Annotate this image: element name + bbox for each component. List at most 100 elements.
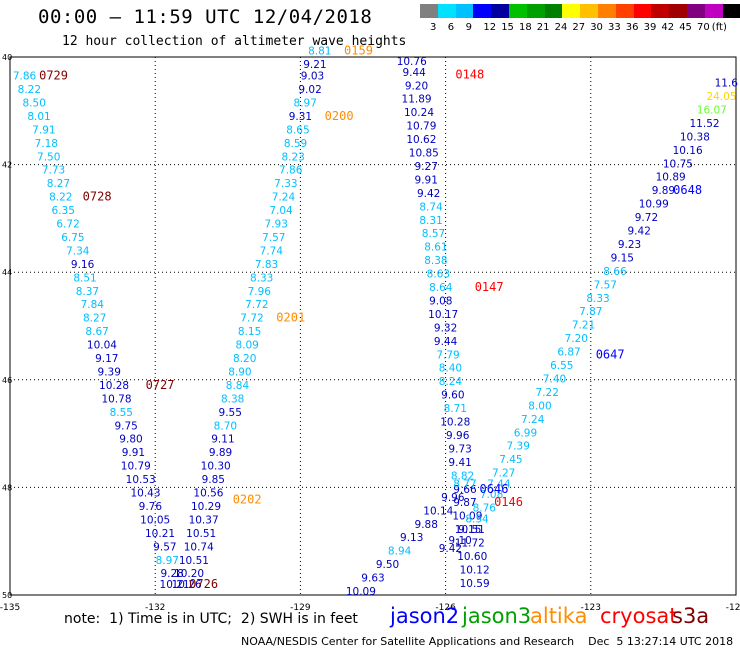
wave-height-value: 24.05 — [706, 91, 736, 103]
color-scale-label: 18 — [519, 22, 532, 33]
wave-height-value: 10.14 — [423, 505, 453, 517]
wave-height-value: 9.91 — [415, 174, 438, 186]
pass-time-label: 0727 — [146, 378, 175, 392]
wave-height-value: 10.75 — [663, 158, 693, 170]
wave-height-value: 9.08 — [429, 295, 452, 307]
wave-height-value: 8.97 — [294, 97, 317, 109]
pass-time-label: 0202 — [233, 493, 262, 507]
wave-height-value: 7.22 — [536, 387, 559, 399]
wave-height-value: 7.91 — [32, 124, 55, 136]
color-scale-swatch — [526, 4, 545, 18]
wave-height-value: 8.23 — [281, 151, 304, 163]
wave-height-value: 8.81 — [308, 45, 331, 57]
wave-height-value: 9.96 — [446, 430, 470, 442]
credit-line: NOAA/NESDIS Center for Satellite Applica… — [241, 635, 734, 648]
wave-height-value: 9.13 — [400, 532, 423, 544]
color-scale-bar — [420, 4, 740, 18]
wave-height-value: 10.09 — [346, 586, 376, 598]
wave-height-value: 10.78 — [101, 393, 131, 405]
color-scale-label: 39 — [643, 22, 657, 33]
pass-time-label: 0147 — [475, 280, 504, 294]
wave-height-value: 8.94 — [388, 546, 412, 558]
wave-height-value: 10.09 — [452, 511, 482, 523]
wave-height-value: 7.84 — [81, 299, 105, 311]
wave-height-value: 9.55 — [219, 407, 242, 419]
color-scale-label: 24 — [554, 22, 568, 33]
wave-height-value: 8.40 — [439, 363, 462, 375]
wave-height-value: 10.24 — [404, 107, 434, 119]
color-scale-swatch — [722, 4, 740, 18]
wave-height-value: 8.77 — [453, 478, 476, 490]
wave-height-value: 9.96 — [441, 492, 465, 504]
wave-height-value: 7.27 — [492, 468, 515, 480]
wave-height-value: 8.66 — [603, 266, 627, 278]
wave-height-value: 9.85 — [202, 474, 225, 486]
lon-tick-label: -132 — [145, 603, 165, 613]
wave-height-value: 8.09 — [235, 340, 258, 352]
wave-height-value: 8.84 — [226, 380, 250, 392]
wave-height-value: 6.99 — [514, 427, 537, 439]
wave-height-value: 7.87 — [579, 306, 602, 318]
wave-height-value: 10.89 — [656, 172, 686, 184]
wave-height-value: 8.37 — [76, 286, 99, 298]
wave-height-value: 8.61 — [424, 242, 447, 254]
wave-height-value: 7.44 — [487, 478, 511, 490]
legend-s3a: s3a — [672, 604, 710, 628]
wave-height-value: 8.38 — [424, 255, 447, 267]
wave-height-value: 9.73 — [448, 443, 471, 455]
wave-height-value: 8.55 — [110, 407, 133, 419]
wave-height-value: 9.23 — [618, 239, 641, 251]
wave-height-value: 10.38 — [680, 131, 710, 143]
color-scale-label: 12 — [483, 22, 497, 33]
map-title: 00:00 – 11:59 UTC 12/04/2018 — [38, 6, 373, 28]
wave-height-value: 9.57 — [153, 541, 176, 553]
wave-height-value: 9.44 — [402, 67, 426, 79]
wave-height-value: 9.31 — [289, 111, 312, 123]
wave-height-value: 9.63 — [361, 573, 384, 585]
wave-height-value: 7.45 — [499, 454, 522, 466]
wave-height-value: 7.39 — [507, 441, 530, 453]
color-scale-swatch — [420, 4, 438, 18]
wave-height-value: 16.07 — [697, 104, 727, 116]
color-scale-swatch — [544, 4, 563, 18]
wave-height-value: 7.40 — [543, 373, 566, 385]
wave-height-value: 6.35 — [52, 205, 75, 217]
color-scale-swatch — [597, 4, 616, 18]
wave-height-value: 7.57 — [262, 232, 285, 244]
wave-height-value: 8.90 — [228, 366, 251, 378]
color-scale-label: 21 — [536, 22, 550, 33]
wave-height-value: 7.08 — [480, 489, 503, 501]
wave-height-value: 8.97 — [156, 555, 179, 567]
wave-height-value: 10.74 — [184, 541, 214, 553]
color-scale-label: 3 — [430, 22, 437, 33]
wave-height-value: 8.82 — [451, 470, 474, 482]
color-scale-swatch — [437, 4, 456, 18]
wave-height-value: 6.87 — [557, 347, 580, 359]
axis-ticks: -135 -132 -129 -126 -123 -120 40 42 44 46 48 50 — [0, 53, 740, 613]
wave-height-value: 9.42 — [628, 226, 651, 238]
wave-height-value: 9.88 — [415, 519, 438, 531]
wave-height-value: 8.50 — [23, 97, 46, 109]
wave-height-value: 9.66 — [453, 484, 477, 496]
wave-height-value: 7.74 — [260, 245, 284, 257]
wave-height-value: 7.73 — [42, 165, 65, 177]
wave-height-value: 7.86 — [13, 71, 37, 83]
wave-height-value: 9.27 — [415, 161, 438, 173]
wave-height-value: 9.42 — [417, 188, 440, 200]
wave-height-value: 10.16 — [673, 145, 703, 157]
wave-height-value: 10.99 — [639, 199, 669, 211]
wave-height-value: 10.56 — [193, 488, 223, 500]
wave-height-value: 7.86 — [279, 165, 303, 177]
wave-height-value: 9.44 — [434, 336, 458, 348]
color-scale-swatch — [491, 4, 509, 18]
wave-height-value: 10.85 — [409, 148, 439, 160]
wave-height-value: 7.96 — [248, 286, 272, 298]
wave-height-value: 8.57 — [422, 228, 445, 240]
wave-height-value: 9.17 — [95, 353, 118, 365]
wave-height-value: 8.22 — [18, 84, 41, 96]
map-subtitle: 12 hour collection of altimeter wave hei… — [62, 34, 407, 49]
color-scale-swatch — [651, 4, 670, 18]
color-scale-label: 6 — [447, 22, 455, 33]
lat-tick-label: 48 — [2, 483, 12, 492]
